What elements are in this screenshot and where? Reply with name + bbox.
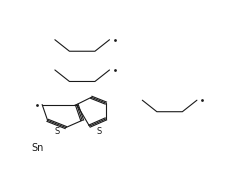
Text: Sn: Sn [31,143,43,153]
Text: S: S [55,127,60,136]
Text: S: S [97,127,102,136]
